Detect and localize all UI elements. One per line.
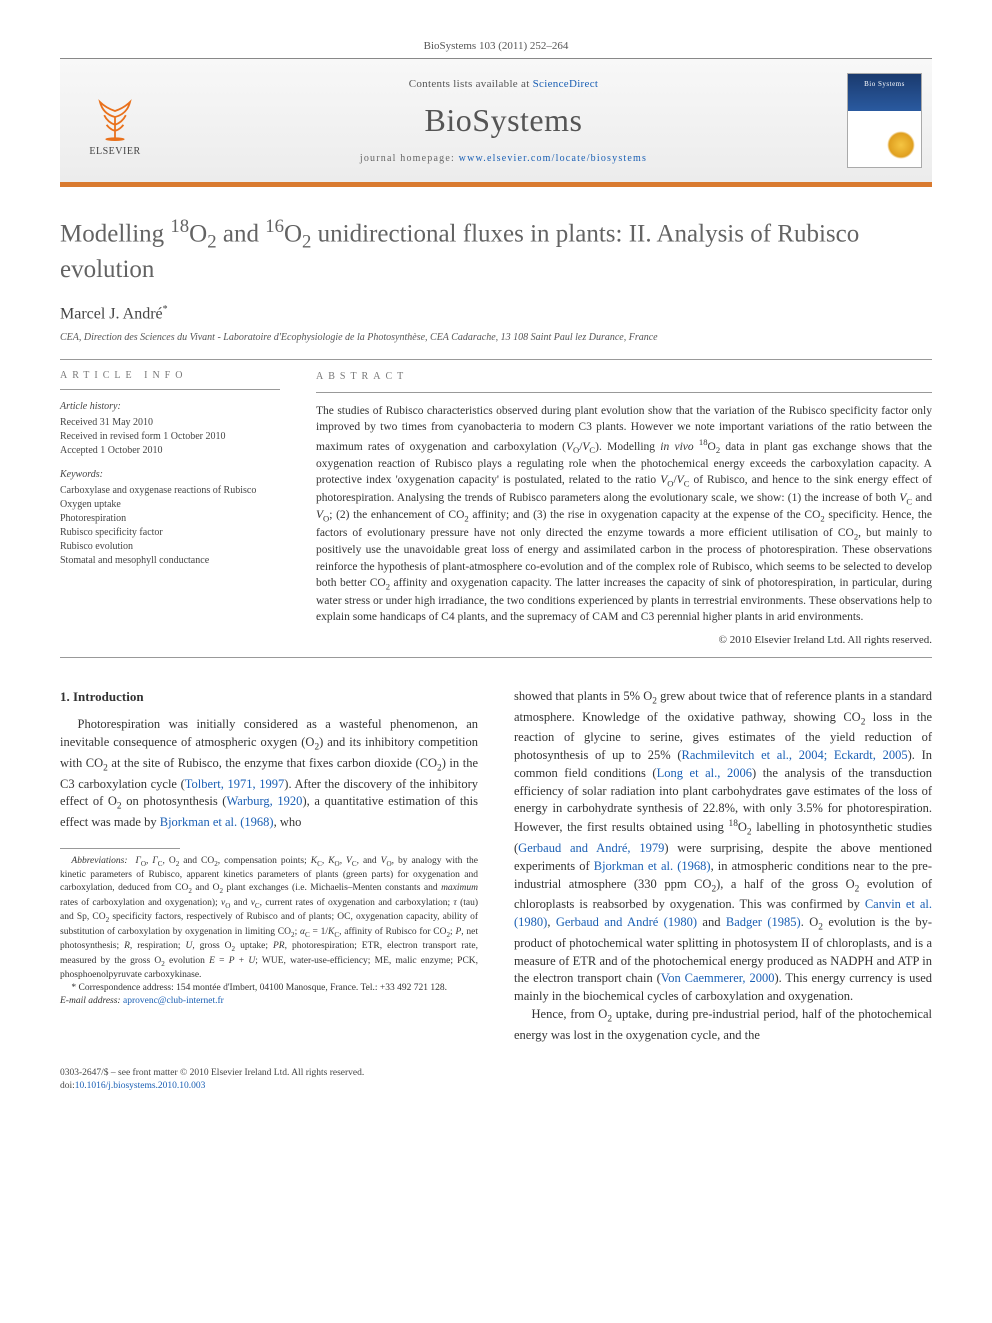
citation-link[interactable]: Badger (1985) <box>726 915 801 929</box>
homepage-line: journal homepage: www.elsevier.com/locat… <box>170 153 837 164</box>
keyword: Photorespiration <box>60 512 280 526</box>
article-info-heading: article info <box>60 370 280 381</box>
elsevier-tree-icon <box>85 84 145 144</box>
abstract-copyright: © 2010 Elsevier Ireland Ltd. All rights … <box>316 633 932 649</box>
abbreviations-footnote: Abbreviations: ΓO, ΓC, O2 and CO2, compe… <box>60 855 478 982</box>
keywords-label: Keywords: <box>60 468 280 482</box>
journal-name: BioSystems <box>170 102 837 139</box>
abstract-column: abstract The studies of Rubisco characte… <box>316 370 932 649</box>
section-heading: 1. Introduction <box>60 688 478 706</box>
correspondence-footnote: * Correspondence address: 154 montée d'I… <box>60 982 478 995</box>
accepted-date: Accepted 1 October 2010 <box>60 444 280 458</box>
citation-link[interactable]: Long et al., 2006 <box>657 766 752 780</box>
contents-prefix: Contents lists available at <box>409 78 533 90</box>
author-note-marker: * <box>163 304 168 315</box>
keyword: Stomatal and mesophyll conductance <box>60 554 280 568</box>
body-two-column: 1. Introduction Photorespiration was ini… <box>60 688 932 1045</box>
affiliation: CEA, Direction des Sciences du Vivant - … <box>60 332 932 343</box>
sciencedirect-link[interactable]: ScienceDirect <box>533 78 599 90</box>
author-email-link[interactable]: aprovenc@club-internet.fr <box>123 996 224 1006</box>
doi-label: doi: <box>60 1081 75 1091</box>
body-column-left: 1. Introduction Photorespiration was ini… <box>60 688 478 1045</box>
citation-link[interactable]: Warburg, 1920 <box>226 794 302 808</box>
citation-link[interactable]: Rachmilevitch et al., 2004; Eckardt, 200… <box>681 748 907 762</box>
email-footnote: E-mail address: aprovenc@club-internet.f… <box>60 995 478 1008</box>
body-paragraph: Photorespiration was initially considere… <box>60 716 478 832</box>
keyword: Oxygen uptake <box>60 498 280 512</box>
citation-link[interactable]: Gerbaud and André, 1979 <box>518 841 664 855</box>
publisher-label: ELSEVIER <box>89 146 140 157</box>
footnotes-block: Abbreviations: ΓO, ΓC, O2 and CO2, compe… <box>60 855 478 1008</box>
doi-link[interactable]: 10.1016/j.biosystems.2010.10.003 <box>75 1081 206 1091</box>
article-history-block: Article history: Received 31 May 2010 Re… <box>60 400 280 458</box>
page-footer: 0303-2647/$ – see front matter © 2010 El… <box>60 1067 932 1094</box>
citation-link[interactable]: Bjorkman et al. (1968) <box>594 859 711 873</box>
divider <box>316 392 932 393</box>
citation-link[interactable]: Bjorkman et al. (1968) <box>160 815 274 829</box>
homepage-prefix: journal homepage: <box>360 153 459 164</box>
citation-link[interactable]: Von Caemmerer, 2000 <box>661 971 775 985</box>
article-info-column: article info Article history: Received 3… <box>60 370 280 649</box>
divider <box>60 389 280 390</box>
publisher-block: ELSEVIER <box>60 80 170 161</box>
abstract-text: The studies of Rubisco characteristics o… <box>316 403 932 625</box>
citation-link[interactable]: Gerbaud and André (1980) <box>556 915 697 929</box>
revised-date: Received in revised form 1 October 2010 <box>60 430 280 444</box>
keyword: Rubisco evolution <box>60 540 280 554</box>
received-date: Received 31 May 2010 <box>60 416 280 430</box>
body-column-right: showed that plants in 5% O2 grew about t… <box>514 688 932 1045</box>
front-matter-line: 0303-2647/$ – see front matter © 2010 El… <box>60 1067 932 1080</box>
keyword: Carboxylase and oxygenase reactions of R… <box>60 484 280 498</box>
journal-masthead: ELSEVIER Contents lists available at Sci… <box>60 58 932 187</box>
citation-link[interactable]: Tolbert, 1971, 1997 <box>185 777 284 791</box>
history-label: Article history: <box>60 400 280 414</box>
contents-line: Contents lists available at ScienceDirec… <box>170 78 837 90</box>
cover-label: Bio Systems <box>848 80 921 88</box>
keywords-block: Keywords: Carboxylase and oxygenase reac… <box>60 468 280 568</box>
running-header: BioSystems 103 (2011) 252–264 <box>60 40 932 52</box>
journal-cover-thumbnail: Bio Systems <box>847 73 922 168</box>
journal-homepage-link[interactable]: www.elsevier.com/locate/biosystems <box>459 153 647 164</box>
author-name: Marcel J. André <box>60 306 163 323</box>
footnote-separator <box>60 848 180 849</box>
keyword: Rubisco specificity factor <box>60 526 280 540</box>
body-paragraph: showed that plants in 5% O2 grew about t… <box>514 688 932 1006</box>
author-line: Marcel J. André* <box>60 304 932 323</box>
divider <box>60 359 932 360</box>
email-label: E-mail address: <box>60 996 121 1006</box>
body-paragraph: Hence, from O2 uptake, during pre-indust… <box>514 1006 932 1045</box>
divider <box>60 657 932 658</box>
doi-line: doi:10.1016/j.biosystems.2010.10.003 <box>60 1080 932 1093</box>
abstract-heading: abstract <box>316 370 932 384</box>
article-title: Modelling 18O2 and 16O2 unidirectional f… <box>60 215 932 286</box>
